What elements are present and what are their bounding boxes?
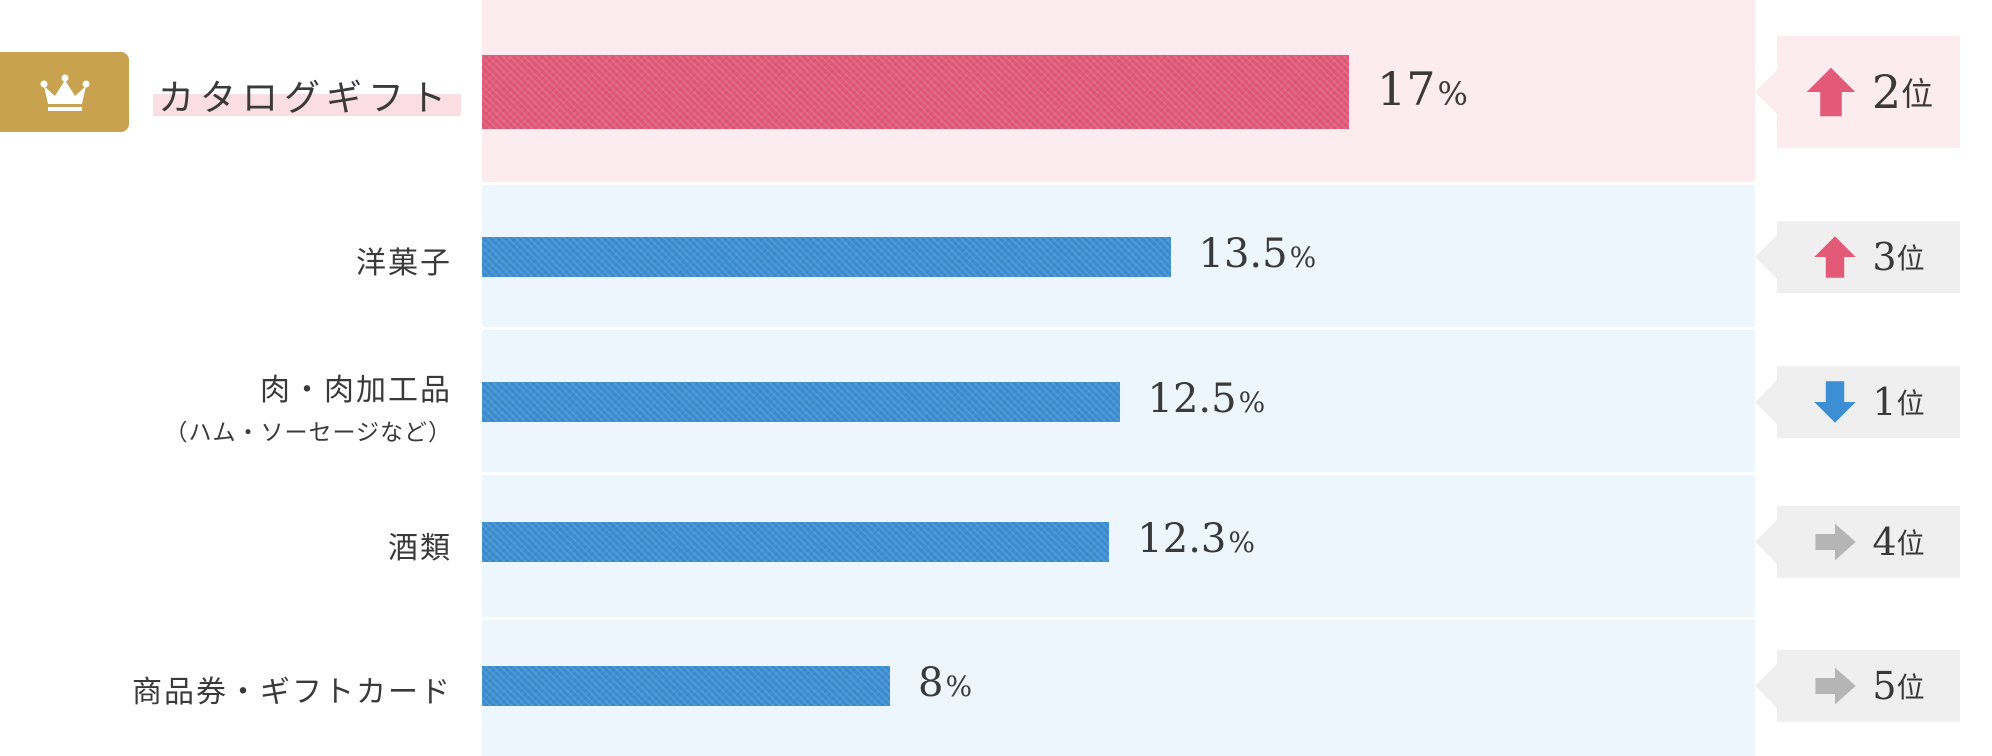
rank-number: 5 bbox=[1872, 664, 1897, 708]
chart-row: 肉・肉加工品 （ハム・ソーセージなど） 12.5% 1 位 bbox=[0, 330, 1992, 472]
data-label-value: 8 bbox=[918, 660, 944, 706]
category-note: （ハム・ソーセージなど） bbox=[164, 420, 452, 446]
data-label: 12.3% bbox=[1137, 516, 1255, 562]
rank-number: 2 bbox=[1871, 65, 1902, 119]
category-name: 洋菓子 bbox=[356, 246, 452, 281]
rank-suffix: 位 bbox=[1896, 242, 1925, 275]
data-label-unit: % bbox=[1289, 241, 1317, 274]
rank-suffix: 位 bbox=[1896, 527, 1925, 560]
data-label-value: 17 bbox=[1377, 62, 1436, 116]
arrow-right-icon bbox=[1815, 523, 1857, 561]
rank-suffix: 位 bbox=[1896, 671, 1925, 704]
data-label: 8% bbox=[918, 660, 972, 706]
data-label-unit: % bbox=[1228, 526, 1255, 559]
rank-badge bbox=[0, 52, 129, 132]
data-label: 17% bbox=[1377, 62, 1468, 116]
data-label-value: 12.3 bbox=[1137, 516, 1227, 562]
category-name: 酒類 bbox=[388, 531, 452, 566]
rank-suffix: 位 bbox=[1896, 387, 1925, 420]
rank-suffix: 位 bbox=[1901, 75, 1934, 113]
category-label: 商品券・ギフトカード bbox=[132, 667, 452, 711]
category-label: 酒類 bbox=[388, 523, 452, 567]
data-label-unit: % bbox=[1437, 75, 1468, 113]
data-label-unit: % bbox=[945, 670, 973, 703]
rank-number: 1 bbox=[1872, 380, 1897, 424]
category-label: 洋菓子 bbox=[356, 238, 452, 282]
rank-number: 3 bbox=[1872, 235, 1897, 279]
label-highlight bbox=[153, 94, 461, 116]
category-name: 商品券・ギフトカード bbox=[132, 675, 452, 710]
bar bbox=[482, 382, 1120, 422]
chart-row: 酒類 12.3% 4 位 bbox=[0, 475, 1992, 617]
arrow-up-icon bbox=[1814, 236, 1857, 278]
category-name: カタログギフト bbox=[157, 78, 452, 119]
chart-row: カタログギフト 17% 2 位 bbox=[0, 0, 1992, 182]
arrow-up-icon bbox=[1806, 67, 1856, 117]
data-label: 13.5% bbox=[1199, 231, 1317, 277]
category-label: 肉・肉加工品 （ハム・ソーセージなど） bbox=[164, 365, 452, 447]
data-label-unit: % bbox=[1238, 386, 1266, 419]
bar bbox=[482, 55, 1349, 129]
arrow-right-icon bbox=[1815, 667, 1857, 705]
bar bbox=[482, 237, 1171, 277]
data-label-value: 12.5 bbox=[1147, 376, 1237, 422]
data-label: 12.5% bbox=[1148, 376, 1266, 422]
category-name: 肉・肉加工品 bbox=[260, 373, 452, 408]
category-label: カタログギフト bbox=[158, 69, 452, 121]
bar bbox=[482, 522, 1110, 562]
data-label-value: 13.5 bbox=[1198, 231, 1288, 277]
rank-number: 4 bbox=[1872, 520, 1897, 564]
crown-icon bbox=[40, 74, 89, 111]
arrow-down-icon bbox=[1814, 381, 1857, 423]
chart-row: 商品券・ギフトカード 8% 5 位 bbox=[0, 620, 1992, 756]
bar bbox=[482, 666, 890, 706]
chart-row: 洋菓子 13.5% 3 位 bbox=[0, 185, 1992, 327]
